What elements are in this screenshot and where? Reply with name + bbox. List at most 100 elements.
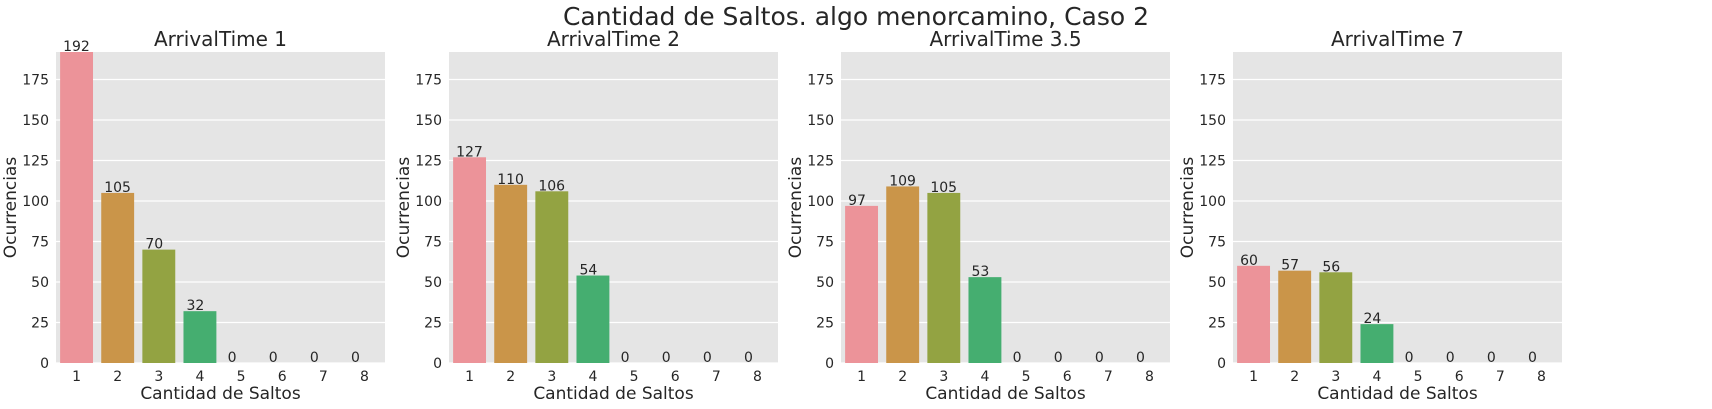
x-tick-label: 3 — [1331, 369, 1340, 385]
y-tick-label: 100 — [1199, 194, 1226, 210]
bar-value-label: 70 — [145, 237, 163, 253]
bar-value-label: 32 — [186, 298, 204, 314]
y-tick-label: 175 — [1199, 73, 1226, 89]
bar — [1319, 272, 1353, 363]
bar-value-label: 56 — [1322, 259, 1340, 275]
bar-value-label: 0 — [1054, 350, 1063, 366]
x-tick-label: 7 — [319, 369, 328, 385]
y-tick-label: 25 — [816, 316, 834, 332]
bar — [1360, 324, 1394, 363]
y-axis-label: Ocurrencias — [786, 157, 806, 259]
y-tick-label: 125 — [807, 154, 834, 170]
x-tick-label: 3 — [154, 369, 163, 385]
y-tick-label: 75 — [1208, 235, 1226, 251]
figure-title: Cantidad de Saltos. algo menorcamino, Ca… — [562, 2, 1150, 31]
bar — [1278, 270, 1312, 363]
bar-value-label: 97 — [848, 193, 866, 209]
x-tick-label: 8 — [1145, 369, 1154, 385]
x-tick-label: 8 — [360, 369, 369, 385]
x-tick-label: 6 — [278, 369, 287, 385]
y-tick-label: 0 — [1217, 356, 1226, 372]
bar-value-label: 0 — [269, 350, 278, 366]
y-tick-label: 150 — [807, 113, 834, 129]
bar — [968, 277, 1002, 363]
x-tick-label: 2 — [113, 369, 122, 385]
bar — [60, 52, 94, 363]
x-axis-label: Cantidad de Saltos — [925, 384, 1086, 404]
x-tick-label: 1 — [465, 369, 474, 385]
y-tick-label: 175 — [22, 73, 49, 89]
bar-value-label: 105 — [930, 180, 957, 196]
x-axis-label: Cantidad de Saltos — [533, 384, 694, 404]
chart-panel-1: 0255075100125150175119221053704325060708… — [1, 27, 385, 404]
x-tick-label: 1 — [857, 369, 866, 385]
y-tick-label: 0 — [433, 356, 442, 372]
bar-value-label: 0 — [1136, 350, 1145, 366]
bar-value-label: 192 — [63, 39, 90, 55]
bar — [845, 205, 879, 363]
y-tick-label: 100 — [807, 194, 834, 210]
y-tick-label: 175 — [415, 73, 442, 89]
bar-value-label: 127 — [456, 144, 483, 160]
x-tick-label: 6 — [671, 369, 680, 385]
bar — [453, 157, 487, 363]
bar-value-label: 105 — [104, 180, 131, 196]
y-tick-label: 25 — [424, 316, 442, 332]
y-tick-label: 0 — [40, 356, 49, 372]
y-tick-label: 175 — [807, 73, 834, 89]
x-tick-label: 8 — [1537, 369, 1546, 385]
bar — [927, 192, 961, 363]
x-tick-label: 2 — [1290, 369, 1299, 385]
chart-panel-3: 0255075100125150175197210931054535060708… — [786, 27, 1170, 404]
bar-value-label: 53 — [971, 264, 989, 280]
x-tick-label: 5 — [1414, 369, 1423, 385]
x-tick-label: 7 — [1496, 369, 1505, 385]
bar-value-label: 0 — [703, 350, 712, 366]
x-axis-label: Cantidad de Saltos — [140, 384, 301, 404]
y-tick-label: 150 — [415, 113, 442, 129]
y-tick-label: 150 — [22, 113, 49, 129]
bar — [1237, 265, 1271, 363]
bar-value-label: 106 — [538, 178, 565, 194]
bar-value-label: 0 — [1405, 350, 1414, 366]
y-tick-label: 100 — [22, 194, 49, 210]
panel-title: ArrivalTime 1 — [154, 27, 287, 51]
x-tick-label: 7 — [712, 369, 721, 385]
bar-value-label: 0 — [744, 350, 753, 366]
bar-value-label: 0 — [662, 350, 671, 366]
x-tick-label: 1 — [72, 369, 81, 385]
x-tick-label: 1 — [1249, 369, 1258, 385]
x-tick-label: 5 — [1022, 369, 1031, 385]
x-tick-label: 4 — [588, 369, 597, 385]
y-tick-label: 150 — [1199, 113, 1226, 129]
x-tick-label: 4 — [195, 369, 204, 385]
bar-value-label: 0 — [1487, 350, 1496, 366]
x-tick-label: 3 — [939, 369, 948, 385]
bar — [886, 186, 920, 363]
y-tick-label: 50 — [424, 275, 442, 291]
x-tick-label: 2 — [898, 369, 907, 385]
y-tick-label: 25 — [1208, 316, 1226, 332]
bar-value-label: 24 — [1363, 311, 1381, 327]
x-tick-label: 2 — [506, 369, 515, 385]
bar-value-label: 0 — [621, 350, 630, 366]
panel-title: ArrivalTime 3.5 — [929, 27, 1081, 51]
bar — [576, 275, 610, 363]
bar-value-label: 54 — [579, 263, 597, 279]
x-tick-label: 6 — [1455, 369, 1464, 385]
bar — [494, 184, 528, 363]
y-tick-label: 125 — [415, 154, 442, 170]
y-tick-label: 0 — [825, 356, 834, 372]
y-axis-label: Ocurrencias — [1178, 157, 1198, 259]
y-tick-label: 50 — [1208, 275, 1226, 291]
bar — [101, 192, 135, 363]
bar-value-label: 0 — [310, 350, 319, 366]
panel-title: ArrivalTime 7 — [1331, 27, 1464, 51]
y-tick-label: 75 — [816, 235, 834, 251]
y-tick-label: 50 — [31, 275, 49, 291]
bar-value-label: 0 — [351, 350, 360, 366]
bar — [142, 249, 176, 363]
y-tick-label: 125 — [1199, 154, 1226, 170]
y-tick-label: 25 — [31, 316, 49, 332]
x-tick-label: 4 — [980, 369, 989, 385]
